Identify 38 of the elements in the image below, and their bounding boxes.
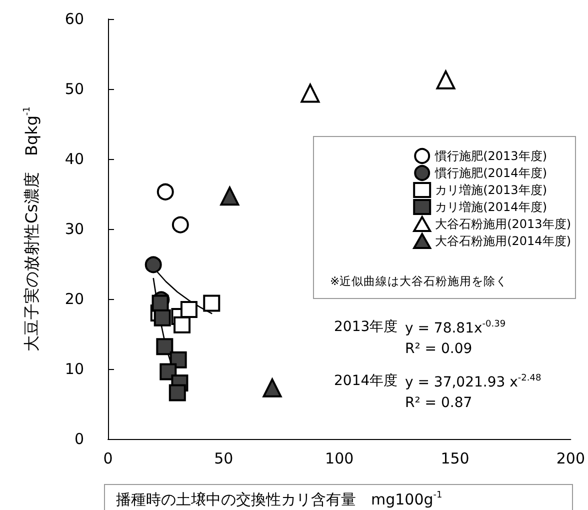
point [168, 384, 186, 402]
annotation: R² = 0.09 [405, 341, 472, 357]
annotation: 2014年度 [334, 373, 398, 389]
x-tick-label: 200 [556, 450, 586, 468]
annotation: R² = 0.87 [405, 395, 472, 411]
legend-label: カリ増施(2013年度) [435, 183, 548, 197]
legend-label: 慣行施肥(2014年度) [434, 166, 548, 180]
point [156, 183, 174, 200]
y-tick-label: 30 [64, 220, 84, 238]
y-tick-label: 20 [64, 290, 84, 308]
annotation: ※近似曲線は大谷石粉施用を除く [330, 274, 508, 288]
legend-label: カリ増施(2014年度) [435, 200, 548, 214]
y-tick-label: 40 [64, 150, 84, 168]
point [144, 256, 162, 274]
annotation: 2013年度 [334, 319, 398, 335]
point [160, 363, 177, 380]
y-tick-label: 0 [74, 430, 84, 448]
x-tick-label: 50 [214, 450, 234, 468]
y-tick-label: 60 [64, 10, 84, 28]
legend-label: 大谷石粉施用(2014年度) [435, 234, 572, 248]
point [220, 186, 240, 206]
y-axis-title: 大豆子実の放射性Cs濃度 Bqkg-1 [22, 106, 41, 352]
point [180, 301, 198, 318]
y-tick-label: 50 [64, 80, 84, 98]
legend-label: 慣行施肥(2013年度) [434, 149, 548, 163]
legend-label: 大谷石粉施用(2013年度) [435, 217, 572, 231]
point [172, 216, 189, 234]
x-tick-label: 150 [440, 450, 470, 468]
point [174, 316, 191, 334]
y-tick-label: 10 [64, 360, 84, 378]
point [262, 378, 282, 398]
x-tick-label: 100 [325, 450, 354, 468]
point [300, 84, 320, 103]
point [436, 70, 456, 90]
point [170, 351, 187, 368]
point [156, 338, 174, 356]
x-tick-label: 0 [103, 450, 113, 468]
point [203, 294, 220, 312]
